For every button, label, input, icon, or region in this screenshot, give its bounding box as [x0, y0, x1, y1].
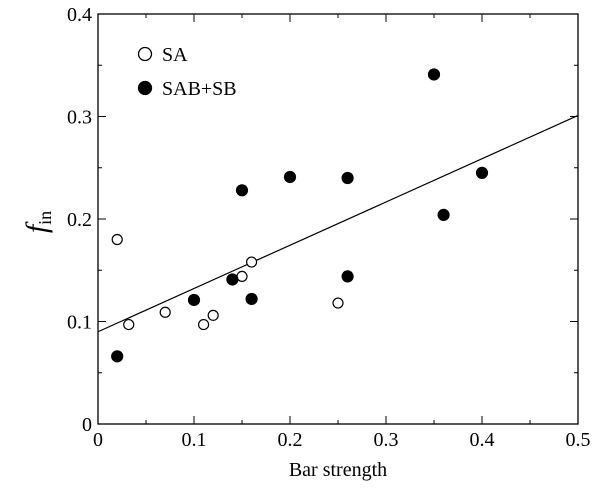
legend-marker-sa: [137, 46, 153, 62]
legend-label-sa: SA: [162, 44, 188, 66]
point-sa: [207, 309, 219, 321]
point-sab-sb: [341, 270, 354, 283]
legend-marker-sab-sb: [137, 80, 153, 96]
point-sa: [246, 256, 258, 268]
point-sa: [123, 318, 135, 331]
point-sa: [198, 318, 210, 331]
data-points: [111, 68, 489, 363]
x-tick-label: 0.2: [278, 429, 303, 451]
legend: SA SAB+SB: [137, 44, 237, 100]
x-tick-label: 0.4: [470, 429, 495, 451]
point-sab-sb: [475, 166, 489, 179]
y-tick-label: 0.4: [67, 4, 92, 26]
point-sab-sb: [111, 350, 124, 363]
point-sab-sb: [245, 292, 258, 306]
y-tick-label: 0.3: [67, 107, 92, 129]
point-sab-sb: [235, 184, 249, 197]
axis-tick-labels: 0 0.1 0.2 0.3 0.4 0.5 0 0.1 0.2 0.3 0.4: [67, 4, 591, 451]
x-axis-title: Bar strength: [289, 459, 387, 481]
y-tick-label: 0: [82, 414, 92, 436]
point-sa: [332, 297, 344, 309]
point-sab-sb: [437, 208, 450, 221]
point-sab-sb: [187, 293, 201, 307]
axis-ticks: [97, 13, 579, 425]
point-sab-sb: [226, 273, 239, 286]
point-sa: [111, 233, 123, 246]
legend-label-sab-sb: SAB+SB: [162, 78, 237, 100]
y-tick-label: 0.2: [67, 209, 92, 231]
point-sa: [159, 306, 171, 318]
point-sab-sb: [427, 68, 441, 81]
x-tick-label: 0: [93, 429, 103, 451]
plot-frame: [97, 13, 579, 425]
point-sa: [236, 270, 248, 282]
fit-line: [97, 114, 579, 333]
y-axis-title-subscript: in: [35, 211, 55, 225]
point-sab-sb: [283, 170, 297, 184]
point-sab-sb: [341, 171, 354, 185]
y-tick-label: 0.1: [67, 312, 92, 334]
x-tick-label: 0.5: [566, 429, 591, 451]
x-tick-label: 0.3: [374, 429, 399, 451]
x-tick-label: 0.1: [182, 429, 207, 451]
y-axis-title: fin: [20, 211, 55, 233]
